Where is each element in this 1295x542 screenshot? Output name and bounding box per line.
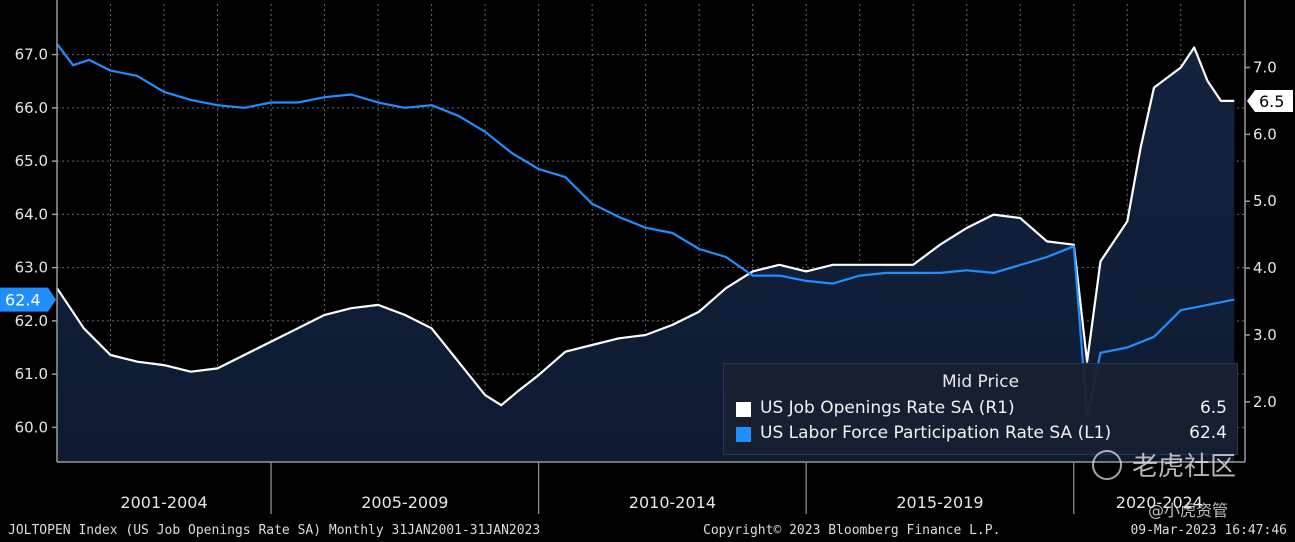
period-label: 2015-2019 [896,493,983,512]
left-tick-label: 60.0 [15,418,48,436]
last-value-left: 62.4 [5,291,41,310]
last-value-tag-right [1247,89,1293,112]
right-tick-label: 6.0 [1253,125,1277,143]
left-tick-label: 65.0 [15,152,48,170]
legend-value: 62.4 [1189,423,1227,443]
period-label: 2010-2014 [629,493,716,512]
left-tick-label: 63.0 [15,259,48,277]
last-value-right: 6.5 [1259,92,1284,111]
legend-entry-job-openings: US Job Openings Rate SA (R1) 6.5 [736,398,1227,422]
right-tick-label: 2.0 [1253,393,1277,411]
period-label: 2020-2024 [1116,493,1203,512]
job-openings-area [57,47,1235,462]
footer-timestamp: 09-Mar-2023 16:47:46 [1130,523,1287,538]
tiger-logo-icon [1092,450,1122,480]
series-line-participation [56,43,1235,418]
watermark-sub: @小虎资管 [1148,501,1229,520]
right-tick-label: 4.0 [1253,259,1277,277]
footer-left: JOLTOPEN Index (US Job Openings Rate SA)… [8,523,540,538]
legend-entry-participation: US Labor Force Participation Rate SA (L1… [736,423,1227,447]
right-tick-label: 7.0 [1253,59,1277,77]
period-label: 2001-2004 [120,493,207,512]
legend-swatch-white [736,402,751,417]
last-value-tag-left [0,287,56,312]
legend-label: US Labor Force Participation Rate SA (L1… [760,423,1112,443]
legend-label: US Job Openings Rate SA (R1) [760,398,1015,418]
footer-copyright: Copyright© 2023 Bloomberg Finance L.P. [703,523,1000,538]
left-tick-label: 61.0 [15,365,48,383]
legend: Mid Price US Job Openings Rate SA (R1) 6… [723,363,1238,455]
left-tick-label: 66.0 [15,99,48,117]
watermark-main: 老虎社区 [1132,452,1237,482]
series-line-job-openings [56,46,1235,407]
legend-swatch-blue [736,427,751,442]
legend-value: 6.5 [1199,398,1227,418]
period-label: 2005-2009 [361,493,448,512]
right-tick-label: 3.0 [1253,326,1277,344]
right-tick-label: 5.0 [1253,192,1277,210]
legend-title: Mid Price [941,372,1020,392]
left-tick-label: 62.0 [15,312,48,330]
left-tick-label: 67.0 [15,46,48,64]
left-tick-label: 64.0 [15,205,48,223]
